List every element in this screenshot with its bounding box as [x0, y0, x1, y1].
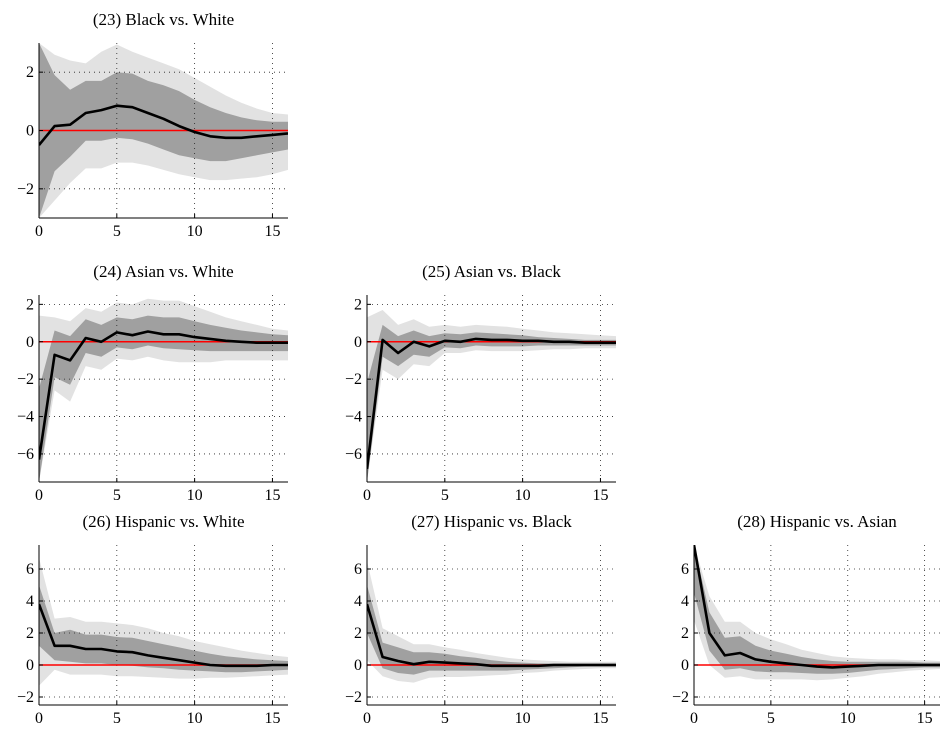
y-tick-label: 2: [354, 625, 362, 642]
y-tick-label: −6: [17, 446, 34, 463]
x-tick-label: 15: [264, 223, 280, 240]
panel-title: (25) Asian vs. Black: [422, 262, 561, 281]
y-tick-label: 0: [26, 334, 34, 351]
median-response-line: [39, 104, 288, 146]
y-tick-label: −2: [345, 689, 362, 706]
median-response-line: [39, 603, 288, 668]
plot-area: [39, 545, 288, 705]
plot-area: [39, 295, 288, 482]
y-tick-label: 6: [681, 561, 689, 578]
y-tick-label: −4: [17, 409, 34, 426]
panel-title: (26) Hispanic vs. White: [82, 512, 244, 531]
y-tick-label: 4: [681, 593, 689, 610]
inner-confidence-band: [694, 545, 940, 674]
median-response-line: [367, 603, 616, 668]
x-tick-label: 10: [187, 223, 203, 240]
x-tick-label: 10: [515, 710, 531, 727]
y-tick-label: 0: [26, 657, 34, 674]
x-tick-label: 5: [113, 487, 121, 504]
x-tick-label: 0: [35, 223, 43, 240]
x-tick-label: 5: [441, 710, 449, 727]
x-tick-label: 0: [690, 710, 698, 727]
inner-confidence-band: [39, 585, 288, 673]
y-tick-label: 2: [26, 625, 34, 642]
panel-title: (27) Hispanic vs. Black: [411, 512, 572, 531]
x-tick-label: 15: [917, 710, 933, 727]
x-tick-label: 10: [515, 487, 531, 504]
y-tick-label: −2: [672, 689, 689, 706]
y-tick-label: −2: [17, 371, 34, 388]
median-response-line: [39, 330, 288, 460]
y-tick-label: −6: [345, 446, 362, 463]
plot-area: [694, 545, 940, 705]
x-tick-label: 5: [441, 487, 449, 504]
median-response-line: [367, 337, 616, 470]
x-tick-label: 0: [363, 487, 371, 504]
y-tick-label: −2: [17, 181, 34, 198]
x-tick-label: 10: [187, 487, 203, 504]
y-tick-label: 2: [26, 296, 34, 313]
inner-confidence-band: [367, 324, 616, 482]
x-tick-label: 10: [187, 710, 203, 727]
y-tick-label: 6: [26, 561, 34, 578]
plot-area: [367, 545, 616, 705]
x-tick-label: 15: [592, 487, 608, 504]
chart-panel-3: 0 5 10 15 −6 −4 −2 0 2 (25) Asian vs. Black: [345, 262, 616, 504]
median-response-line: [694, 545, 940, 669]
x-tick-label: 5: [113, 223, 121, 240]
y-tick-label: 0: [26, 123, 34, 140]
inner-confidence-band: [39, 315, 288, 482]
y-tick-label: 6: [354, 561, 362, 578]
y-tick-label: −2: [345, 371, 362, 388]
y-tick-label: −2: [17, 689, 34, 706]
y-tick-label: 4: [354, 593, 362, 610]
y-tick-label: 4: [26, 593, 34, 610]
chart-panel-1: 0 5 10 15 −2 0 2 (23) Black vs. White: [17, 10, 288, 240]
y-tick-label: 2: [26, 64, 34, 81]
chart-panel-2: 0 5 10 15 −6 −4 −2 0 2 (24) Asian vs. White: [17, 262, 288, 504]
x-tick-label: 0: [363, 710, 371, 727]
y-tick-label: 0: [681, 657, 689, 674]
y-tick-label: 2: [681, 625, 689, 642]
plot-area: [39, 43, 288, 218]
x-tick-label: 5: [113, 710, 121, 727]
panel-title: (23) Black vs. White: [93, 10, 234, 29]
outer-confidence-band: [367, 561, 616, 683]
x-tick-label: 10: [840, 710, 856, 727]
x-tick-label: 5: [767, 710, 775, 727]
panel-title: (28) Hispanic vs. Asian: [737, 512, 897, 531]
x-tick-label: 15: [264, 710, 280, 727]
plot-area: [367, 295, 616, 482]
y-tick-label: 2: [354, 296, 362, 313]
x-tick-label: 0: [35, 710, 43, 727]
panel-title: (24) Asian vs. White: [93, 262, 233, 281]
x-tick-label: 15: [264, 487, 280, 504]
y-tick-label: 0: [354, 334, 362, 351]
x-tick-label: 15: [592, 710, 608, 727]
y-tick-label: 0: [354, 657, 362, 674]
x-tick-label: 0: [35, 487, 43, 504]
y-tick-label: −4: [345, 409, 362, 426]
